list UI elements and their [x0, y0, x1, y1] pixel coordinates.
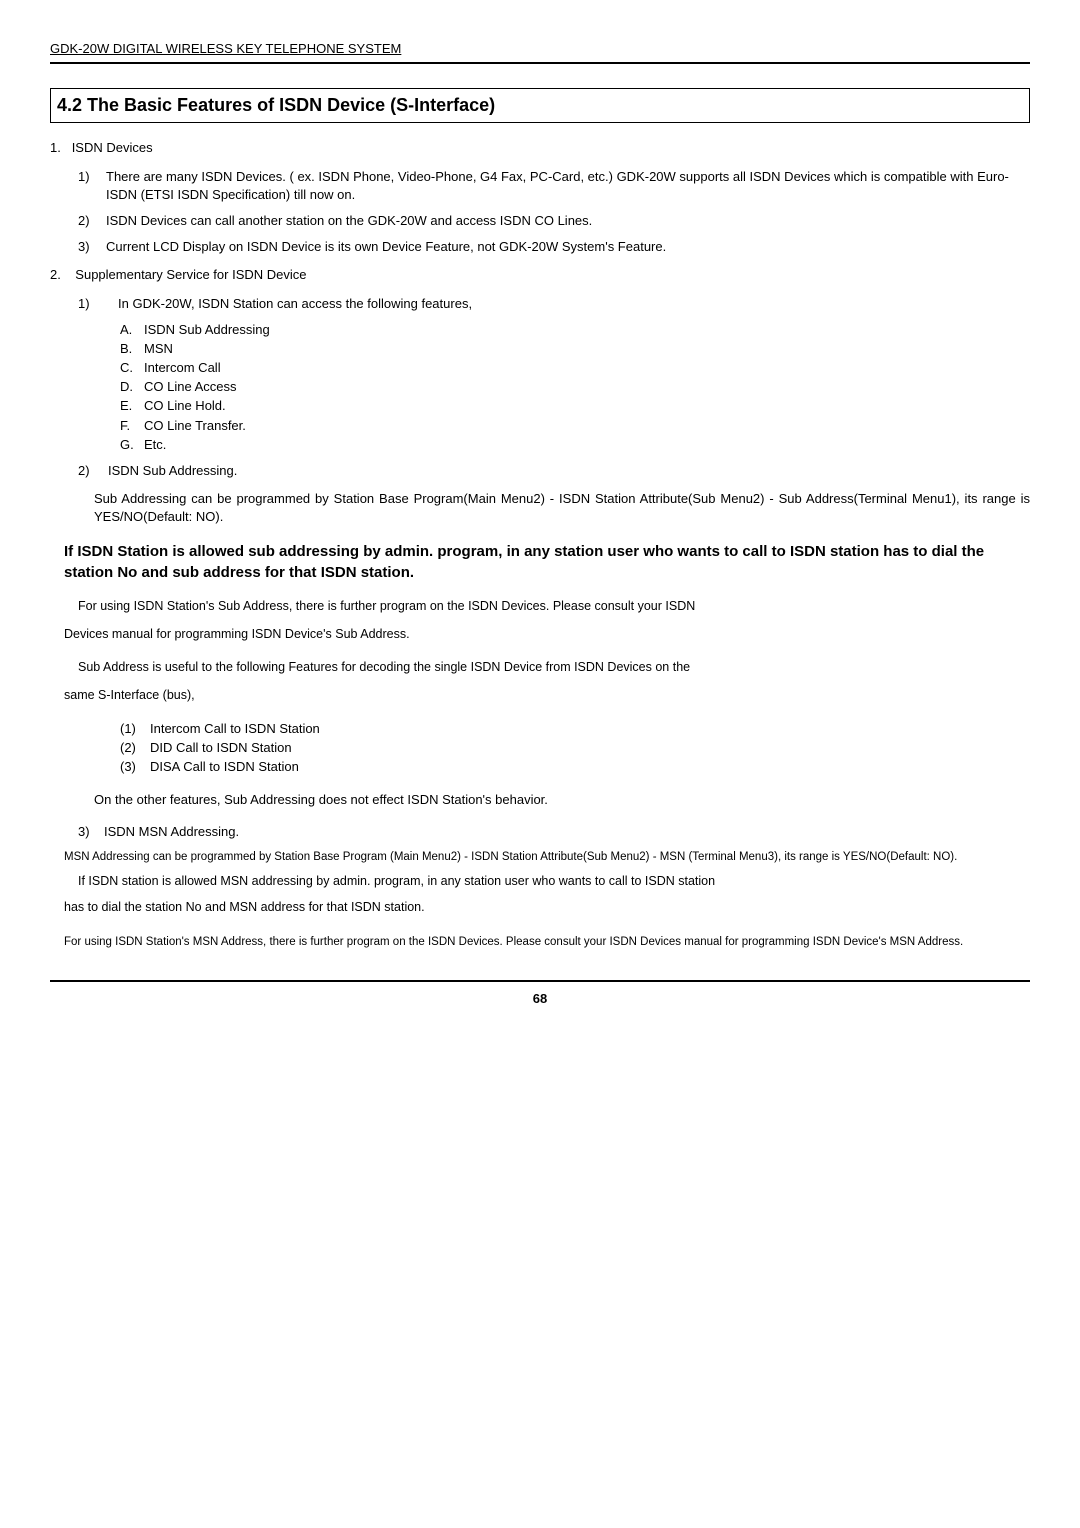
letter-e-lbl: E.: [120, 397, 144, 415]
letter-g-lbl: G.: [120, 436, 144, 454]
letter-list: A.ISDN Sub Addressing B.MSN C.Intercom C…: [120, 321, 1030, 454]
sub-addressing-para: Sub Addressing can be programmed by Stat…: [94, 490, 1030, 526]
letter-b-lbl: B.: [120, 340, 144, 358]
letter-a-lbl: A.: [120, 321, 144, 339]
item2-sub2: 2) ISDN Sub Addressing.: [78, 462, 1030, 480]
paren-2-txt: DID Call to ISDN Station: [150, 739, 292, 757]
paren-2: (2)DID Call to ISDN Station: [120, 739, 1030, 757]
letter-d: D.CO Line Access: [120, 378, 1030, 396]
item2-sub3: 3) ISDN MSN Addressing.: [78, 823, 1030, 841]
other-features-line: On the other features, Sub Addressing do…: [94, 791, 1030, 809]
letter-e-txt: CO Line Hold.: [144, 397, 226, 415]
letter-b: B.MSN: [120, 340, 1030, 358]
section-title: 4.2 The Basic Features of ISDN Device (S…: [50, 88, 1030, 123]
letter-f-txt: CO Line Transfer.: [144, 417, 246, 435]
paren-3: (3)DISA Call to ISDN Station: [120, 758, 1030, 776]
item1-sub2-text: ISDN Devices can call another station on…: [106, 212, 1030, 230]
msn-para-2b: has to dial the station No and MSN addre…: [64, 899, 1030, 917]
item-1-label: ISDN Devices: [72, 140, 153, 155]
item2-sub1-num: 1): [78, 295, 118, 313]
letter-b-txt: MSN: [144, 340, 173, 358]
letter-e: E.CO Line Hold.: [120, 397, 1030, 415]
footer-divider: [50, 980, 1030, 982]
para-a: For using ISDN Station's Sub Address, th…: [78, 598, 1030, 616]
item1-sub1: 1) There are many ISDN Devices. ( ex. IS…: [78, 168, 1030, 204]
item2-sub3-text: ISDN MSN Addressing.: [104, 823, 239, 841]
item1-sub2: 2) ISDN Devices can call another station…: [78, 212, 1030, 230]
item1-sub3: 3) Current LCD Display on ISDN Device is…: [78, 238, 1030, 256]
msn-para-2a: If ISDN station is allowed MSN addressin…: [78, 873, 1030, 891]
msn-para-3: For using ISDN Station's MSN Address, th…: [64, 934, 1030, 950]
page-header: GDK-20W DIGITAL WIRELESS KEY TELEPHONE S…: [50, 40, 1030, 58]
para-b: Devices manual for programming ISDN Devi…: [64, 626, 1030, 644]
paren-3-txt: DISA Call to ISDN Station: [150, 758, 299, 776]
paren-2-lbl: (2): [120, 739, 150, 757]
letter-g: G.Etc.: [120, 436, 1030, 454]
item-1-num: 1.: [50, 140, 61, 155]
item-2: 2. Supplementary Service for ISDN Device: [50, 266, 1030, 284]
letter-c: C.Intercom Call: [120, 359, 1030, 377]
letter-a: A.ISDN Sub Addressing: [120, 321, 1030, 339]
para-c: Sub Address is useful to the following F…: [78, 659, 1030, 677]
item2-sub3-num: 3): [78, 823, 104, 841]
page-number: 68: [50, 990, 1030, 1008]
paren-1-txt: Intercom Call to ISDN Station: [150, 720, 320, 738]
paren-1-lbl: (1): [120, 720, 150, 738]
item-2-num: 2.: [50, 267, 61, 282]
msn-para-1: MSN Addressing can be programmed by Stat…: [64, 849, 1030, 865]
letter-f-lbl: F.: [120, 417, 144, 435]
item2-sub1: 1) In GDK-20W, ISDN Station can access t…: [78, 295, 1030, 313]
paren-1: (1)Intercom Call to ISDN Station: [120, 720, 1030, 738]
letter-d-txt: CO Line Access: [144, 378, 237, 396]
para-d: same S-Interface (bus),: [64, 687, 1030, 705]
letter-f: F.CO Line Transfer.: [120, 417, 1030, 435]
item-1: 1. ISDN Devices: [50, 139, 1030, 157]
item1-sub2-num: 2): [78, 212, 106, 230]
item1-sub3-text: Current LCD Display on ISDN Device is it…: [106, 238, 1030, 256]
paren-list: (1)Intercom Call to ISDN Station (2)DID …: [120, 720, 1030, 777]
letter-d-lbl: D.: [120, 378, 144, 396]
item1-sub1-num: 1): [78, 168, 106, 204]
item2-sub2-num: 2): [78, 462, 108, 480]
letter-c-lbl: C.: [120, 359, 144, 377]
header-divider: [50, 62, 1030, 64]
item-2-label: Supplementary Service for ISDN Device: [75, 267, 306, 282]
item1-sub1-text: There are many ISDN Devices. ( ex. ISDN …: [106, 168, 1030, 204]
item1-sub3-num: 3): [78, 238, 106, 256]
item2-sub1-text: In GDK-20W, ISDN Station can access the …: [118, 295, 1030, 313]
letter-c-txt: Intercom Call: [144, 359, 221, 377]
bold-note: If ISDN Station is allowed sub addressin…: [64, 541, 1030, 585]
paren-3-lbl: (3): [120, 758, 150, 776]
letter-a-txt: ISDN Sub Addressing: [144, 321, 270, 339]
item2-sub2-text: ISDN Sub Addressing.: [108, 462, 237, 480]
letter-g-txt: Etc.: [144, 436, 166, 454]
